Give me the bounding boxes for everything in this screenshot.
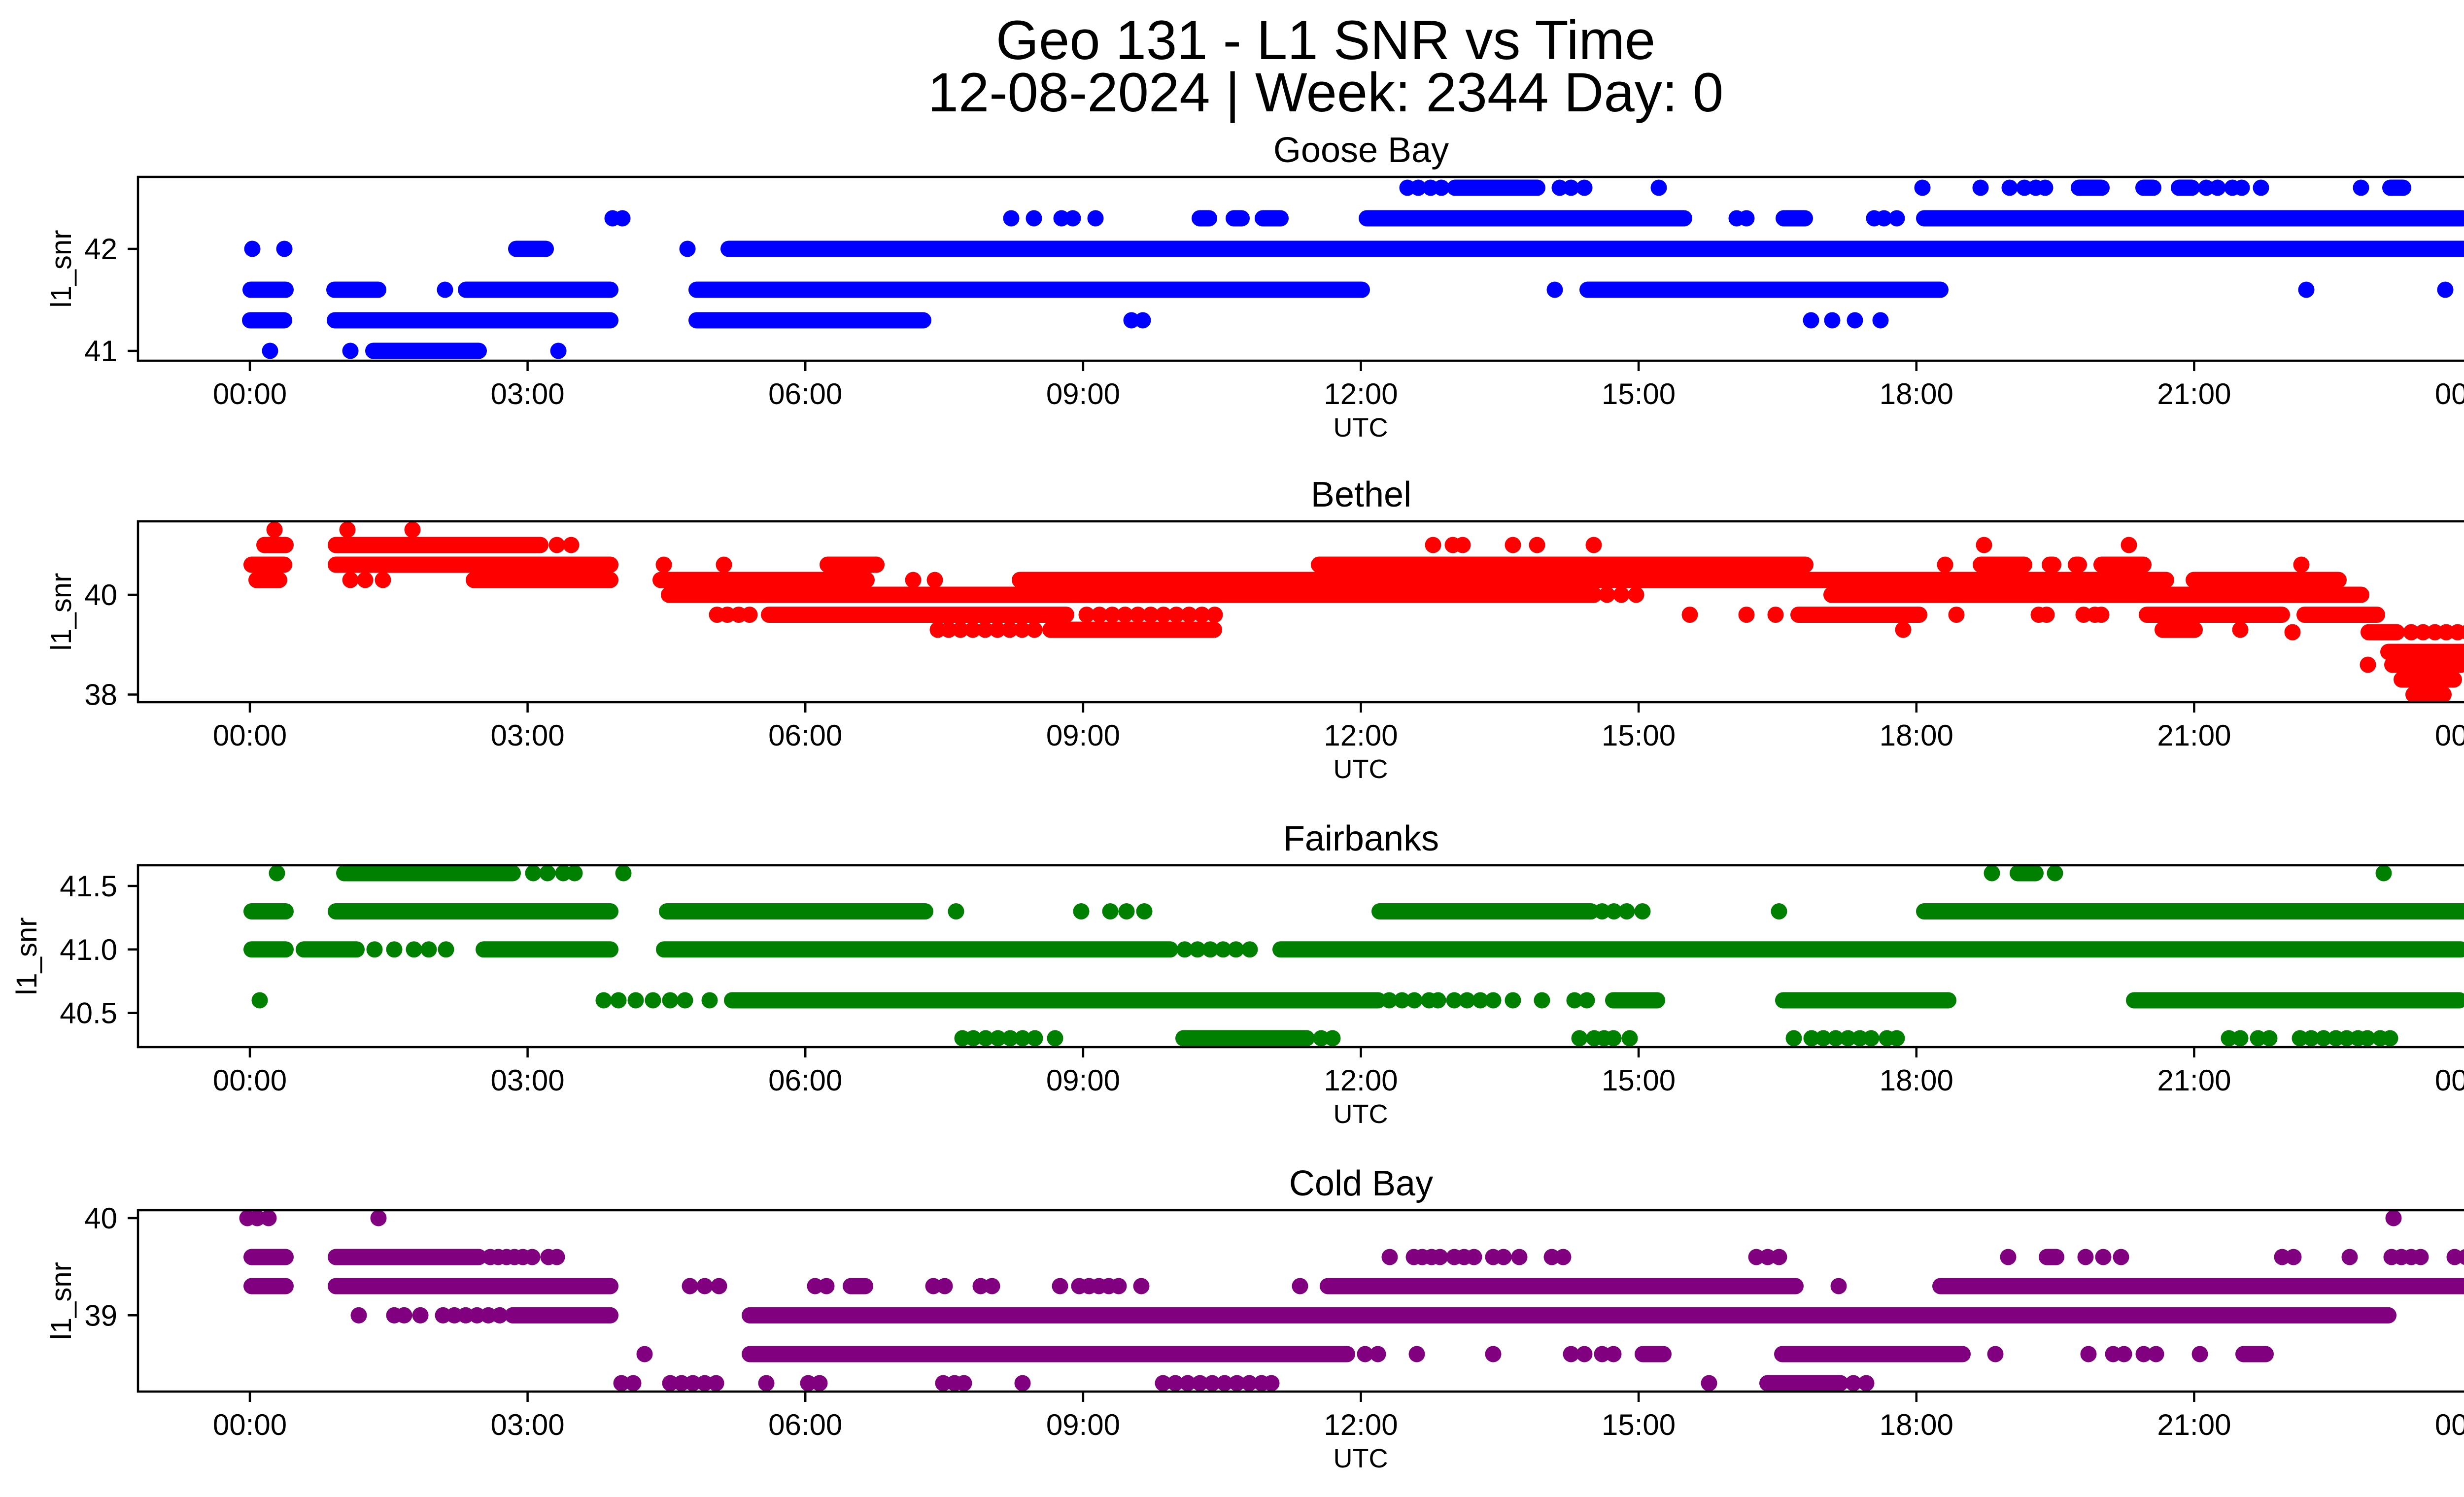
- svg-text:00:00: 00:00: [2435, 1408, 2464, 1441]
- svg-text:UTC: UTC: [1334, 1444, 1388, 1473]
- svg-text:Bethel: Bethel: [1311, 475, 1411, 514]
- svg-text:09:00: 09:00: [1046, 1064, 1120, 1097]
- svg-text:09:00: 09:00: [1046, 1408, 1120, 1441]
- svg-text:21:00: 21:00: [2157, 1064, 2231, 1097]
- svg-text:39: 39: [84, 1299, 117, 1332]
- svg-text:12:00: 12:00: [1324, 1408, 1398, 1441]
- svg-text:06:00: 06:00: [768, 719, 842, 752]
- svg-text:42: 42: [84, 233, 117, 266]
- svg-text:41.5: 41.5: [60, 870, 117, 903]
- svg-text:18:00: 18:00: [1880, 719, 1953, 752]
- svg-text:00:00: 00:00: [213, 1408, 287, 1441]
- svg-text:l1_snr: l1_snr: [45, 230, 77, 308]
- svg-text:UTC: UTC: [1334, 754, 1388, 784]
- svg-text:00:00: 00:00: [2435, 719, 2464, 752]
- svg-text:00:00: 00:00: [213, 1064, 287, 1097]
- svg-text:06:00: 06:00: [768, 377, 842, 410]
- svg-text:00:00: 00:00: [213, 719, 287, 752]
- svg-text:18:00: 18:00: [1880, 1064, 1953, 1097]
- svg-text:00:00: 00:00: [213, 377, 287, 410]
- svg-text:09:00: 09:00: [1046, 719, 1120, 752]
- svg-text:06:00: 06:00: [768, 1408, 842, 1441]
- svg-text:l1_snr: l1_snr: [45, 1262, 77, 1340]
- svg-text:03:00: 03:00: [491, 1064, 565, 1097]
- svg-text:12:00: 12:00: [1324, 1064, 1398, 1097]
- svg-text:15:00: 15:00: [1602, 719, 1676, 752]
- svg-text:41: 41: [84, 335, 117, 368]
- svg-text:18:00: 18:00: [1880, 1408, 1953, 1441]
- svg-text:15:00: 15:00: [1602, 377, 1676, 410]
- svg-text:09:00: 09:00: [1046, 377, 1120, 410]
- svg-text:21:00: 21:00: [2157, 1408, 2231, 1441]
- svg-text:38: 38: [84, 679, 117, 712]
- svg-text:03:00: 03:00: [491, 377, 565, 410]
- svg-text:l1_snr: l1_snr: [11, 918, 43, 995]
- svg-text:03:00: 03:00: [491, 1408, 565, 1441]
- svg-text:00:00: 00:00: [2435, 1064, 2464, 1097]
- svg-text:18:00: 18:00: [1880, 377, 1953, 410]
- svg-text:UTC: UTC: [1334, 1099, 1388, 1129]
- svg-text:03:00: 03:00: [491, 719, 565, 752]
- svg-text:12:00: 12:00: [1324, 377, 1398, 410]
- svg-text:40: 40: [84, 578, 117, 612]
- svg-text:00:00: 00:00: [2435, 377, 2464, 410]
- svg-text:UTC: UTC: [1334, 413, 1388, 442]
- svg-text:21:00: 21:00: [2157, 719, 2231, 752]
- svg-text:12-08-2024 | Week: 2344 Day: 0: 12-08-2024 | Week: 2344 Day: 0: [928, 62, 1724, 123]
- svg-text:40.5: 40.5: [60, 997, 117, 1030]
- svg-text:Fairbanks: Fairbanks: [1283, 819, 1439, 858]
- svg-text:40: 40: [84, 1202, 117, 1235]
- svg-text:21:00: 21:00: [2157, 377, 2231, 410]
- svg-text:15:00: 15:00: [1602, 1064, 1676, 1097]
- svg-text:12:00: 12:00: [1324, 719, 1398, 752]
- svg-text:15:00: 15:00: [1602, 1408, 1676, 1441]
- svg-text:06:00: 06:00: [768, 1064, 842, 1097]
- svg-text:l1_snr: l1_snr: [45, 573, 77, 651]
- svg-text:Cold Bay: Cold Bay: [1289, 1164, 1433, 1203]
- svg-text:Goose Bay: Goose Bay: [1273, 131, 1449, 170]
- svg-text:41.0: 41.0: [60, 933, 117, 966]
